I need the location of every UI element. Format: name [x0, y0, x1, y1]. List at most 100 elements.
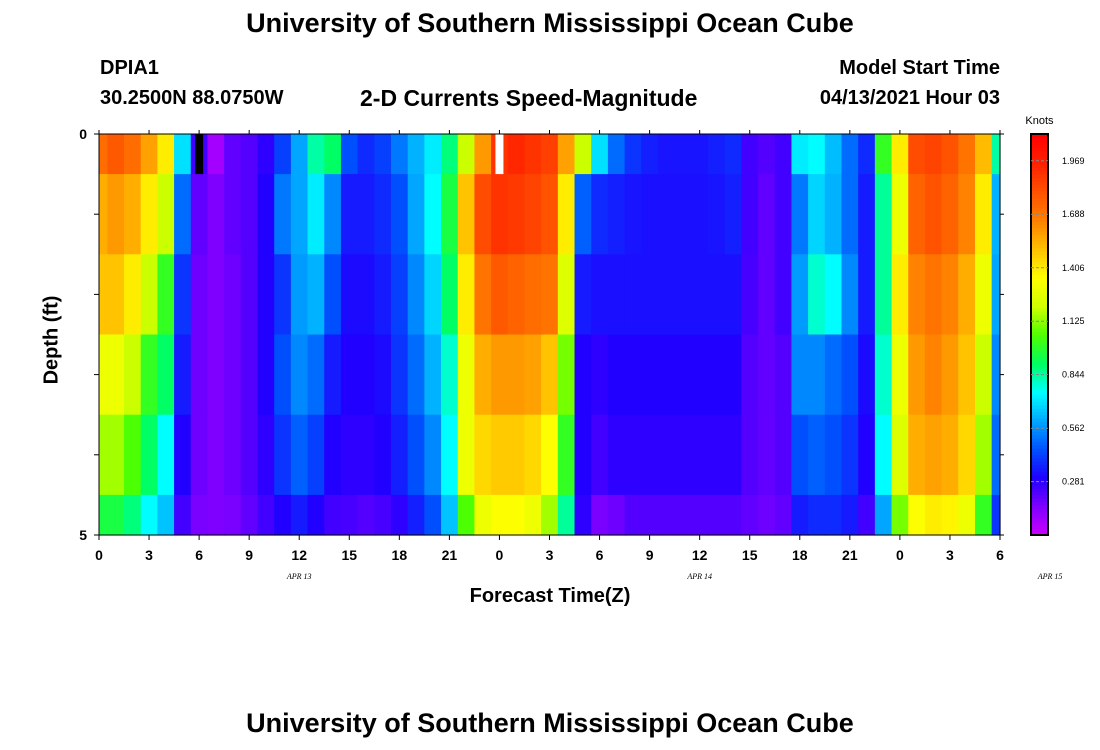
colorbar-segment [1031, 197, 1048, 202]
colorbar-segment [1031, 304, 1048, 309]
colorbar-segment [1031, 524, 1048, 529]
heatmap-cell [474, 334, 492, 416]
colorbar-segment [1031, 444, 1048, 449]
heatmap-cell [808, 334, 826, 416]
x-tick-label: 3 [546, 547, 554, 563]
heatmap-cell [357, 254, 375, 336]
colorbar-segment [1031, 291, 1048, 295]
heatmap-cell [174, 494, 192, 536]
heatmap-cell [274, 494, 292, 536]
chart-subtitle: 2-D Currents Speed-Magnitude [360, 85, 698, 111]
heatmap-cell [958, 414, 976, 496]
heatmap-cell [174, 334, 192, 416]
heatmap-cell [374, 494, 392, 536]
colorbar-segment [1031, 428, 1048, 433]
heatmap-cell [741, 494, 759, 536]
x-axis: 0 3 6 9 12 15 18 21 0 3 6 9 12 15 18 21 0 3 6 APR 13 APR 14 A… [95, 130, 1062, 581]
colorbar-segment [1031, 167, 1048, 172]
heatmap-cell [157, 334, 175, 416]
heatmap-cell [691, 334, 709, 416]
heatmap-cell [557, 494, 576, 536]
heatmap-cell [758, 174, 776, 255]
heatmap-cell [891, 334, 909, 416]
colorbar-segment [1031, 154, 1048, 158]
heatmap-cell [507, 414, 526, 496]
heatmap-cell [724, 334, 742, 416]
heatmap-cell [657, 414, 676, 496]
heatmap-cell [340, 174, 359, 255]
heatmap-cell [507, 254, 526, 336]
colorbar-segment [1031, 438, 1048, 443]
colorbar-tick-label: 0.281 [1062, 477, 1085, 487]
heatmap-markers [195, 134, 504, 175]
colorbar-segment [1031, 311, 1048, 316]
heatmap-cell [290, 174, 309, 255]
colorbar-segment [1031, 244, 1048, 249]
heatmap-cell [708, 414, 726, 496]
colorbar-segment [1031, 174, 1048, 179]
heatmap-cell [424, 494, 442, 536]
colorbar-segment [1031, 448, 1048, 453]
heatmap-cell [574, 494, 592, 536]
heatmap-cell [958, 174, 976, 255]
heatmap-cell [140, 334, 158, 416]
heatmap-cell [157, 174, 175, 255]
heatmap-cell [407, 334, 425, 416]
heatmap-cell [708, 494, 726, 536]
heatmap-cell [758, 414, 776, 496]
heatmap-cell [791, 414, 809, 496]
heatmap-cell [207, 174, 225, 255]
heatmap-cell [841, 134, 859, 175]
colorbar-segment [1031, 164, 1048, 169]
heatmap-cell [240, 134, 259, 175]
heatmap-cell [474, 174, 492, 255]
heatmap-cell [274, 414, 292, 496]
colorbar-segment [1031, 210, 1048, 215]
heatmap-cell [891, 494, 909, 536]
heatmap-cell [107, 494, 125, 536]
heatmap-cell [424, 334, 442, 416]
chart-title-top: University of Southern Mississippi Ocean… [246, 8, 854, 38]
heatmap-cell [591, 254, 609, 336]
heatmap-cell [774, 414, 793, 496]
heatmap-cell [307, 134, 325, 175]
heatmap-cell [841, 494, 859, 536]
heatmap-cell [858, 174, 876, 255]
colorbar-segment [1031, 374, 1048, 379]
colorbar-segment [1031, 264, 1048, 269]
colorbar-segment [1031, 454, 1048, 459]
colorbar-segment [1031, 521, 1048, 526]
heatmap-cell [257, 254, 275, 336]
colorbar-segment [1031, 227, 1048, 232]
colorbar-segment [1031, 411, 1048, 416]
heatmap-cell [724, 134, 742, 175]
heatmap-cell [224, 134, 242, 175]
colorbar-segment [1031, 307, 1048, 312]
colorbar-segment [1031, 347, 1048, 352]
heatmap-cell [824, 174, 843, 255]
heatmap-cell [240, 174, 259, 255]
heatmap-cell [641, 334, 659, 416]
heatmap-cell [624, 414, 642, 496]
heatmap-cell [441, 414, 459, 496]
heatmap-cell [357, 414, 375, 496]
heatmap-cell [491, 254, 509, 336]
heatmap-cell [390, 254, 409, 336]
heatmap-cell [674, 254, 692, 336]
colorbar-tick-label: 1.406 [1062, 263, 1085, 273]
heatmap-cell [340, 254, 359, 336]
heatmap-cell [99, 254, 108, 336]
colorbar-segment [1031, 364, 1048, 369]
heatmap-cell [457, 174, 476, 255]
x-tick-label: 0 [896, 547, 904, 563]
colorbar-segment [1031, 377, 1048, 382]
heatmap-cell [257, 414, 275, 496]
heatmap-cell [124, 174, 142, 255]
heatmap-cell [991, 254, 1001, 336]
heatmap-cell [374, 414, 392, 496]
heatmap-cell [324, 134, 342, 175]
heatmap-cell [858, 134, 876, 175]
heatmap-cell [224, 254, 242, 336]
heatmap-cell [541, 254, 559, 336]
colorbar-segment [1031, 354, 1048, 359]
